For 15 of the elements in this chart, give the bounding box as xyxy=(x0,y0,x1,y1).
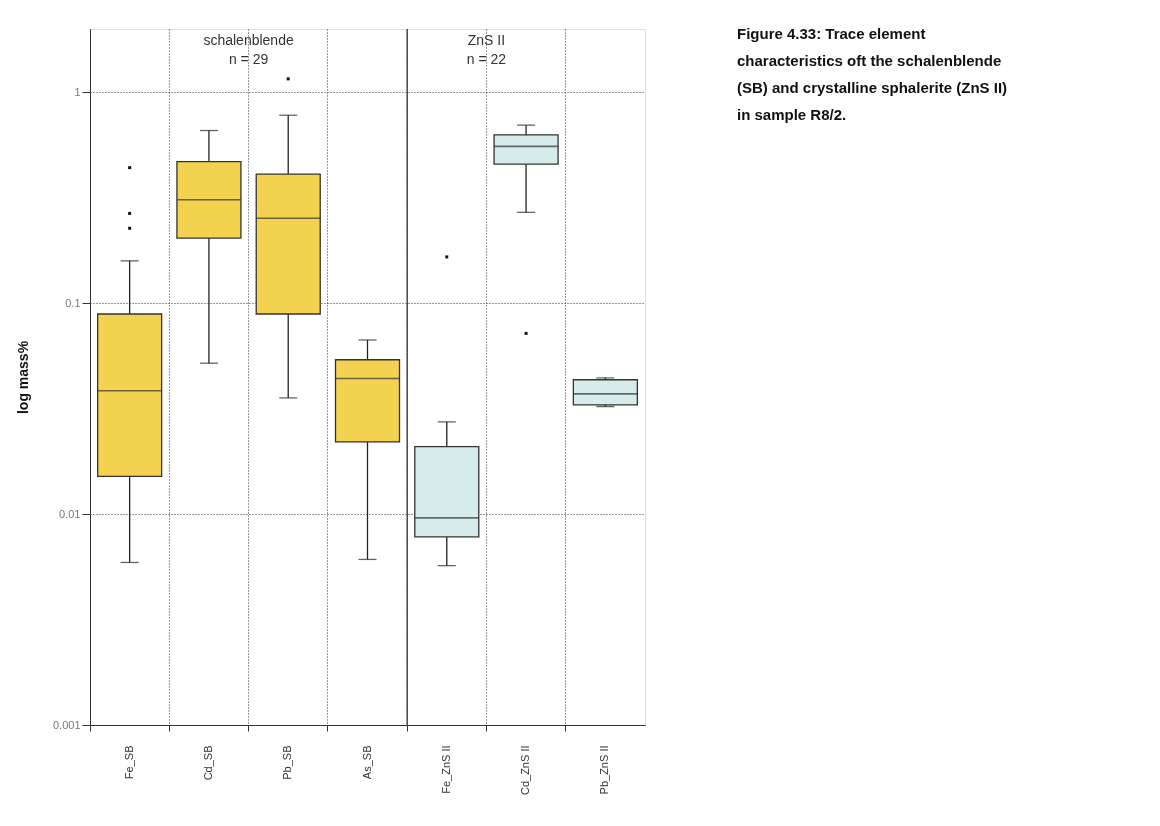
caption: Figure 4.33: Trace element characteristics oft the schalenblende (SB) and crystalline sphalerite (ZnS II) in sample R8/2. xyxy=(737,25,1008,123)
y-tick-label: 1 xyxy=(74,85,81,98)
x-tick-label: Cd_SB xyxy=(201,745,214,781)
x-tick-label: Pb_SB xyxy=(281,745,294,780)
x-tick-label: Fe_SB xyxy=(122,745,135,780)
y-tick-label: 0.01 xyxy=(59,507,81,520)
x-tick-label: As_SB xyxy=(360,745,373,780)
annotation: ZnS II n = 22 xyxy=(466,32,507,67)
annotation: schalenblende n = 29 xyxy=(203,32,294,67)
x-tick-label: Cd_ZnS II xyxy=(519,745,532,796)
y-tick-label: 0.1 xyxy=(65,296,81,309)
x-tick-label: Pb_ZnS II xyxy=(598,745,611,795)
x-tick-label: Fe_ZnS II xyxy=(439,745,452,794)
y-axis-title: log mass% xyxy=(14,340,31,415)
y-tick-label: 0.001 xyxy=(52,718,81,731)
